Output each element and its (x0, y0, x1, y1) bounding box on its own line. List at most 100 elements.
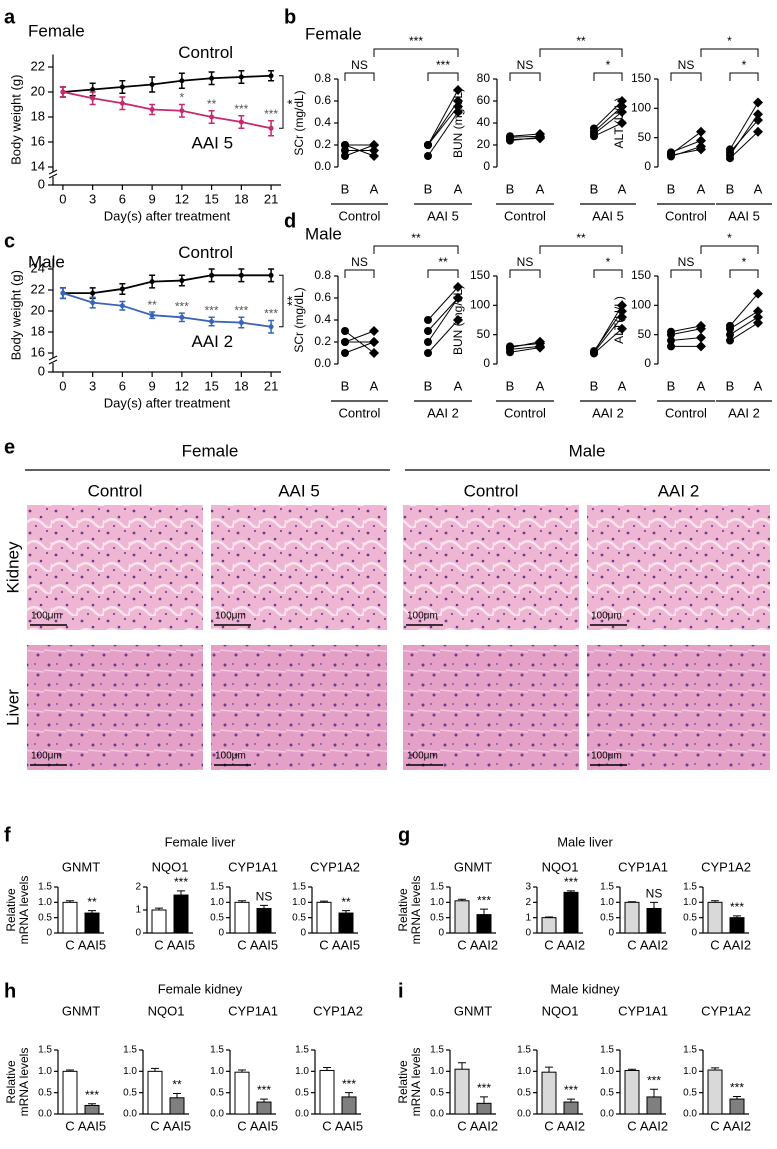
bar (707, 1069, 723, 1115)
bar (729, 1098, 745, 1115)
chart-title: CYP1A2 (701, 1003, 751, 1018)
x-tick-label: C (154, 937, 163, 952)
x-tick-label: AAI2 (557, 1118, 585, 1133)
bar (256, 1101, 272, 1115)
x-tick-label: 0 (59, 191, 66, 206)
y-tick-label: 1.0 (210, 897, 224, 908)
error-bar (733, 1096, 741, 1100)
y-tick-label: 1.5 (683, 882, 697, 893)
y-tick-label: 1.5 (430, 1045, 444, 1056)
y-tick-label: 1.0 (38, 1066, 52, 1077)
error-bar (480, 1096, 488, 1104)
x-tick-label: 15 (204, 378, 218, 393)
significance-label: *** (342, 1077, 356, 1091)
series-line (62, 292, 272, 328)
error-bar (155, 907, 163, 910)
bar (316, 901, 332, 934)
data-point (209, 114, 215, 120)
error-bar (711, 1067, 719, 1071)
x-tick-label: AAI5 (332, 937, 360, 952)
pair-connector (427, 297, 459, 343)
significance-label: *** (647, 1073, 661, 1087)
data-point (268, 324, 274, 330)
sex-header: Male (569, 441, 606, 460)
y-tick-label: 1.0 (430, 1066, 444, 1077)
chart-title: NQO1 (542, 1003, 579, 1018)
y-tick-label: 40 (477, 115, 491, 129)
bracket-label: ** (284, 296, 299, 306)
y-tick-label: 150 (470, 268, 490, 282)
significance-label: NS (351, 58, 368, 72)
significance-label: *** (264, 107, 278, 121)
error-bar (320, 900, 328, 903)
x-tick-label: 0 (59, 378, 66, 393)
after-point (617, 118, 627, 128)
significance-label: ** (172, 1078, 182, 1092)
group-label: AAI 2 (728, 405, 760, 420)
series-label: Control (178, 43, 233, 62)
y-tick-label: 1.5 (123, 1045, 137, 1056)
group-label: Control (339, 405, 381, 420)
panel-title: Male liver (557, 834, 613, 849)
data-point (60, 290, 66, 296)
bar (541, 1071, 557, 1115)
x-tick-label: C (710, 1118, 719, 1133)
group-label: AAI 5 (592, 208, 624, 223)
x-tick-label: C (65, 1118, 74, 1133)
after-point (617, 323, 627, 334)
y-tick-label: 0 (644, 356, 651, 370)
before-point (424, 349, 432, 357)
panel-title: Female (305, 24, 362, 43)
significance-label: *** (564, 1083, 578, 1097)
bar (84, 1104, 100, 1115)
y-tick-label: 1.5 (430, 882, 444, 893)
significance-label: *** (436, 58, 450, 72)
x-tick-label: AAI5 (250, 1118, 278, 1133)
pair-connector (729, 131, 759, 159)
data-point (268, 73, 274, 79)
pair-connector (427, 100, 459, 146)
y-tick-label: 1.5 (38, 882, 52, 893)
bar (341, 1096, 357, 1115)
pair-connector (670, 337, 702, 342)
bar (319, 1069, 335, 1115)
condition-label: A (536, 378, 545, 393)
micrograph (27, 505, 203, 630)
y-tick-label: 1 (525, 912, 531, 923)
error-bar (342, 910, 350, 914)
significance-label: ** (207, 97, 217, 111)
y-tick-label: 1.5 (210, 1045, 224, 1056)
x-tick-label: C (544, 1118, 553, 1133)
error-bar (458, 1062, 466, 1070)
before-point (341, 141, 349, 149)
before-point (667, 336, 675, 345)
y-tick-label: 0 (46, 928, 52, 939)
error-bar (650, 901, 658, 909)
x-tick-label: AAI2 (557, 937, 585, 952)
y-tick-label: 0 (438, 928, 444, 939)
y-tick-label: 1.0 (295, 1066, 309, 1077)
y-tick-label: 1.5 (210, 882, 224, 893)
after-point (696, 332, 706, 343)
bar (476, 1102, 492, 1115)
y-axis-label: Body weight (g) (8, 270, 23, 360)
column-label: Control (88, 481, 143, 500)
pair-connector (509, 345, 541, 350)
before-point (667, 327, 675, 336)
pair-connector (729, 310, 759, 330)
bracket (593, 72, 623, 81)
bracket (539, 48, 623, 57)
after-point (453, 282, 463, 292)
y-tick-label: 60 (477, 93, 491, 107)
after-point (753, 312, 763, 323)
significance-label: *** (234, 102, 248, 116)
y-tick-label: 0.5 (600, 1087, 614, 1098)
condition-label: B (506, 181, 515, 196)
condition-label: B (424, 181, 433, 196)
chart-title: CYP1A1 (618, 1003, 668, 1018)
before-point (726, 145, 734, 154)
bar (234, 1071, 250, 1115)
pair-connector (509, 341, 541, 349)
x-tick-label: 9 (149, 191, 156, 206)
significance-label: *** (730, 1081, 744, 1095)
